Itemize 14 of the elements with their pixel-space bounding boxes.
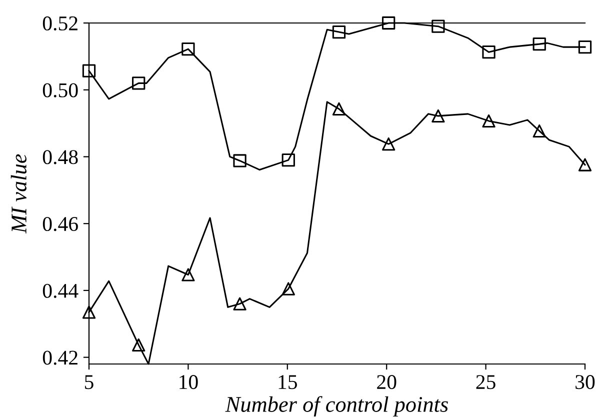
x-axis-title: Number of control points [225,396,448,416]
x-tick-label: 15 [278,375,298,390]
y-axis-title: MI value [10,154,27,234]
x-tick-label: 20 [377,375,396,390]
x-tick-label: 10 [180,375,198,390]
y-tick-label: 0.42 [42,350,78,365]
x-tick-label: 25 [476,375,496,390]
y-tick-label: 0.44 [42,284,78,298]
x-tick-label: 30 [576,375,595,390]
y-tick-label: 0.52 [42,16,78,31]
x-tick-label: 5 [85,375,94,390]
y-tick-label: 0.46 [42,216,78,232]
y-tick-label: 0.48 [42,150,78,164]
y-tick-label: 0.50 [42,83,78,98]
